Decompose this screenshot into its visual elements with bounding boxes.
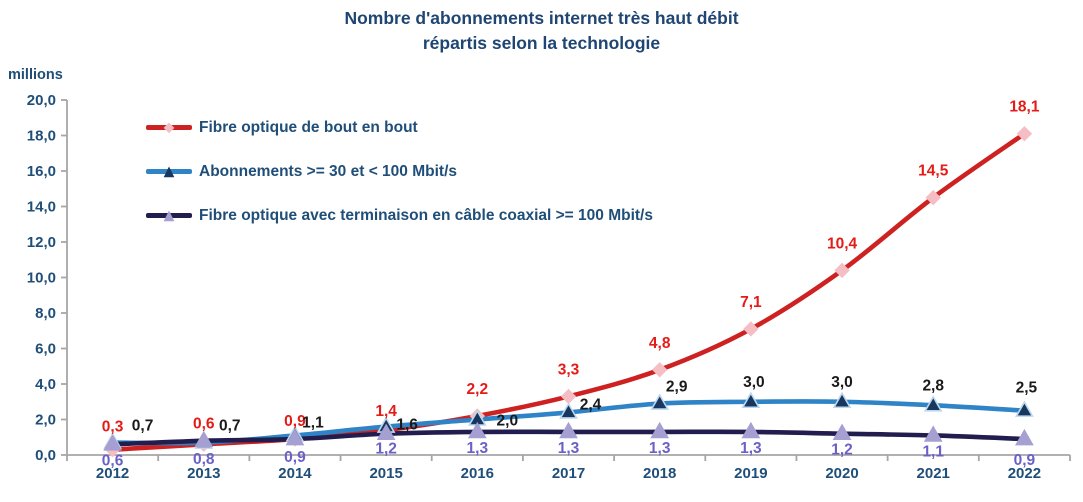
- svg-text:4,8: 4,8: [649, 335, 671, 352]
- svg-text:2013: 2013: [187, 465, 220, 482]
- svg-text:2020: 2020: [825, 465, 858, 482]
- svg-text:20,0: 20,0: [27, 92, 56, 109]
- axes: 0,0 2,0 4,0 6,0 8,0 10,0 12,0 14,0 16,0 18,0 20,0 2…: [27, 92, 1071, 482]
- svg-text:18,0: 18,0: [27, 128, 56, 145]
- svg-text:0,8: 0,8: [193, 451, 215, 468]
- svg-text:1,1: 1,1: [922, 443, 944, 460]
- svg-text:1,2: 1,2: [831, 442, 853, 459]
- series-labels-0: 0,3 0,6 0,9 1,4 2,2 3,3 4,8 7,1 10,4 14,5 18,1: [102, 99, 1040, 436]
- svg-text:2,4: 2,4: [580, 396, 602, 413]
- svg-text:1,6: 1,6: [396, 417, 418, 434]
- svg-text:1,3: 1,3: [467, 440, 489, 457]
- svg-text:1,3: 1,3: [740, 440, 762, 457]
- svg-text:1,4: 1,4: [375, 403, 397, 420]
- svg-text:3,0: 3,0: [831, 374, 853, 391]
- svg-text:0,6: 0,6: [102, 452, 124, 469]
- series-markers-2: [103, 421, 1034, 451]
- triangle-marker-icon: ▲: [163, 162, 175, 179]
- svg-text:18,1: 18,1: [1009, 99, 1040, 116]
- svg-text:1,1: 1,1: [302, 414, 324, 431]
- legend-label: Fibre optique avec terminaison en câble …: [199, 206, 653, 224]
- svg-text:2,5: 2,5: [1016, 380, 1038, 397]
- svg-text:3,0: 3,0: [743, 374, 765, 391]
- legend-label: Fibre optique de bout en bout: [199, 118, 418, 136]
- svg-text:2012: 2012: [96, 465, 129, 482]
- svg-text:3,3: 3,3: [558, 361, 580, 378]
- legend-swatch-red-line: ◆: [146, 120, 192, 134]
- svg-text:1,3: 1,3: [649, 440, 671, 457]
- svg-text:2016: 2016: [461, 465, 494, 482]
- svg-text:12,0: 12,0: [27, 234, 56, 251]
- legend-item-abonnements-30-100: ▲ Abonnements >= 30 et < 100 Mbit/s: [146, 161, 653, 182]
- y-axis-unit-label: millions: [8, 67, 63, 83]
- svg-text:10,0: 10,0: [27, 270, 56, 287]
- svg-text:0,9: 0,9: [284, 413, 306, 430]
- legend-swatch-navy-line: ▲: [146, 208, 192, 222]
- svg-text:10,4: 10,4: [827, 235, 858, 252]
- svg-text:1,3: 1,3: [558, 440, 580, 457]
- svg-text:2021: 2021: [917, 465, 950, 482]
- svg-text:0,9: 0,9: [1014, 452, 1036, 469]
- svg-text:2019: 2019: [734, 465, 767, 482]
- svg-text:16,0: 16,0: [27, 163, 56, 180]
- svg-text:2,0: 2,0: [497, 413, 519, 430]
- legend-label: Abonnements >= 30 et < 100 Mbit/s: [199, 162, 457, 180]
- svg-text:14,5: 14,5: [918, 163, 949, 180]
- svg-text:2018: 2018: [643, 465, 676, 482]
- chart-title-line2: répartis selon la technologie: [422, 33, 661, 53]
- svg-text:2017: 2017: [552, 465, 585, 482]
- svg-text:2,9: 2,9: [666, 379, 688, 396]
- legend-swatch-blue-line: ▲: [146, 164, 192, 178]
- legend-item-cable-coaxial: ▲ Fibre optique avec terminaison en câbl…: [146, 205, 653, 226]
- svg-text:0,7: 0,7: [132, 418, 154, 435]
- svg-text:2014: 2014: [278, 465, 312, 482]
- chart-title: Nombre d'abonnements internet très haut …: [0, 6, 1083, 56]
- svg-text:2022: 2022: [1008, 465, 1041, 482]
- legend-item-fibre-optique: ◆ Fibre optique de bout en bout: [146, 117, 653, 138]
- svg-text:1,2: 1,2: [375, 441, 397, 458]
- svg-text:0,7: 0,7: [219, 418, 241, 435]
- chart-title-line1: Nombre d'abonnements internet très haut …: [344, 8, 739, 28]
- svg-text:2015: 2015: [369, 465, 402, 482]
- legend: ◆ Fibre optique de bout en bout ▲ Abonne…: [146, 117, 653, 226]
- series-labels-2: 0,6 0,8 0,9 1,2 1,3 1,3 1,3 1,3 1,2 1,1 0,9: [102, 440, 1036, 469]
- svg-text:0,9: 0,9: [284, 449, 306, 466]
- svg-text:0,3: 0,3: [102, 419, 124, 436]
- series-labels-1: 0,7 0,7 1,1 1,6 2,0 2,4 2,9 3,0 3,0 2,8 2,5: [132, 374, 1038, 435]
- svg-text:6,0: 6,0: [35, 341, 56, 358]
- triangle-marker-icon: ▲: [163, 206, 175, 223]
- svg-text:2,8: 2,8: [922, 377, 944, 394]
- diamond-marker-icon: ◆: [163, 118, 175, 135]
- svg-text:8,0: 8,0: [35, 305, 56, 322]
- svg-text:7,1: 7,1: [740, 294, 762, 311]
- svg-text:14,0: 14,0: [27, 199, 56, 216]
- svg-text:2,2: 2,2: [467, 381, 489, 398]
- svg-text:2,0: 2,0: [35, 412, 56, 429]
- svg-text:0,0: 0,0: [35, 447, 56, 464]
- svg-text:0,6: 0,6: [193, 415, 215, 432]
- svg-text:4,0: 4,0: [35, 376, 56, 393]
